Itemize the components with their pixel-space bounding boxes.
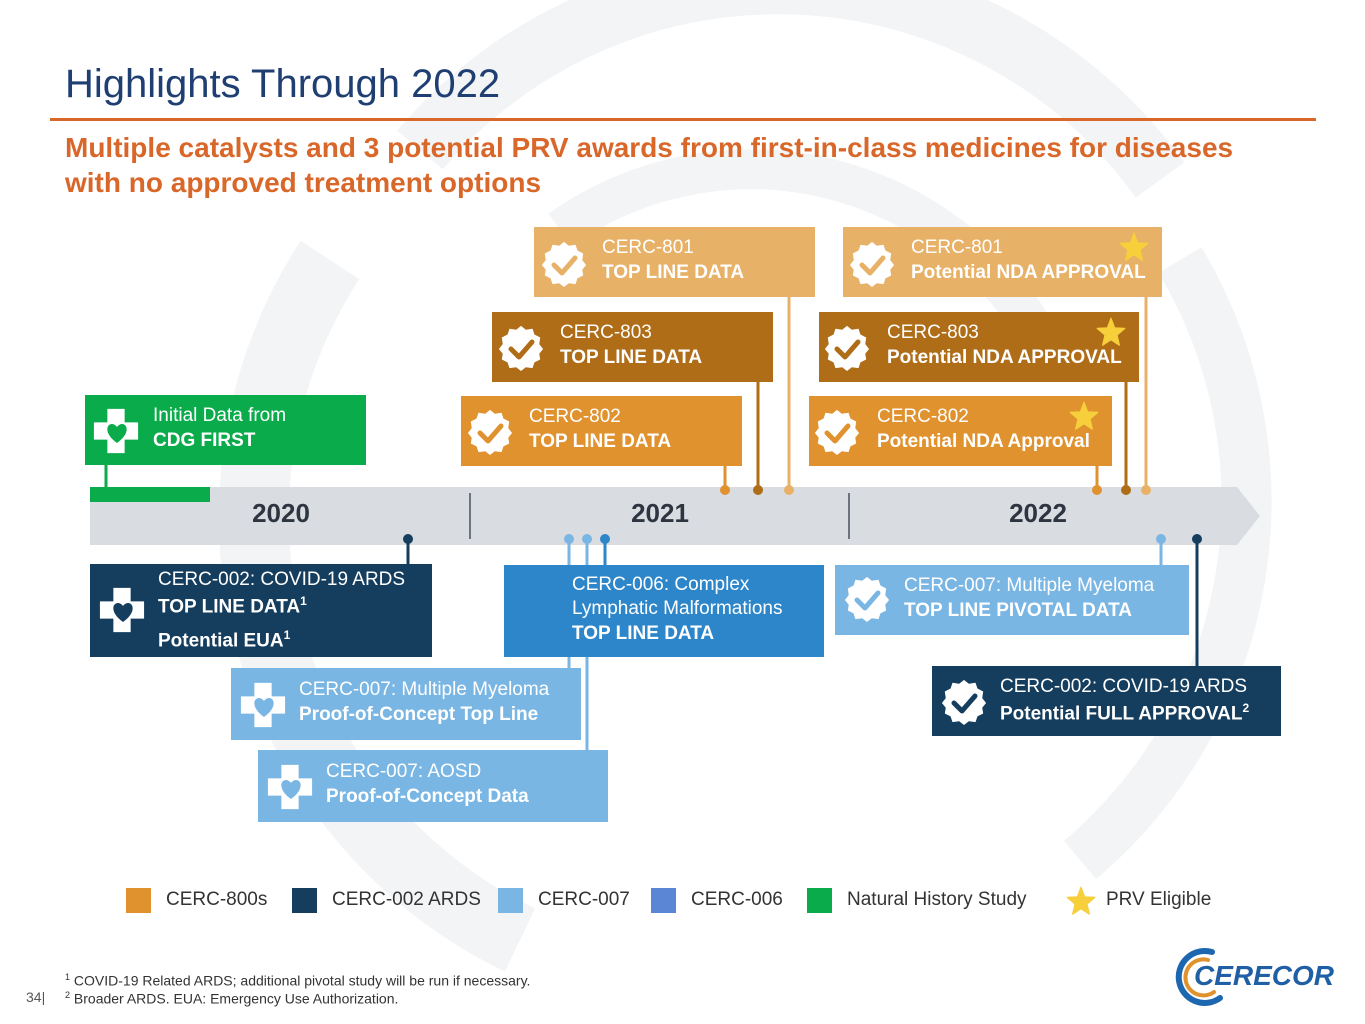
milestone-dot xyxy=(1092,485,1102,495)
milestone-dot xyxy=(582,534,592,544)
event-milestone-label: Potential NDA Approval xyxy=(877,431,1090,452)
event-milestone-label: Proof-of-Concept Data xyxy=(326,786,529,807)
timeline-arrow xyxy=(90,487,1260,545)
page-title: Highlights Through 2022 xyxy=(65,62,501,106)
event-milestone-label: TOP LINE DATA xyxy=(602,262,745,283)
medical-cross-heart-icon xyxy=(266,763,314,811)
event-milestone-label: TOP LINE DATA xyxy=(529,431,672,452)
event-cerc802-top-line: CERC-802 TOP LINE DATA xyxy=(461,396,742,466)
event-drug-label: CERC-801 xyxy=(911,237,1003,258)
milestone-dot xyxy=(1156,534,1166,544)
legend-label: CERC-006 xyxy=(691,889,783,910)
legend-label: CERC-002 ARDS xyxy=(332,889,481,910)
legend-swatch xyxy=(807,888,832,913)
checkmark-badge-icon xyxy=(848,240,896,288)
legend-swatch xyxy=(498,888,523,913)
event-indication-label: Lymphatic Malformations xyxy=(572,598,783,619)
milestone-dot xyxy=(720,485,730,495)
event-drug-label: CERC-002: COVID-19 ARDS xyxy=(158,569,406,590)
milestone-dot xyxy=(1141,485,1151,495)
event-cerc007-mm-pivotal: CERC-007: Multiple Myeloma TOP LINE PIVO… xyxy=(835,565,1189,635)
milestone-dot xyxy=(1192,534,1202,544)
page-number: 34| xyxy=(26,989,46,1005)
event-cdg-first: Initial Data from CDG FIRST xyxy=(85,395,366,465)
legend-label: CERC-007 xyxy=(538,889,630,910)
event-cerc801-nda: CERC-801 Potential NDA APPROVAL xyxy=(843,227,1162,297)
milestone-dot xyxy=(600,534,610,544)
checkmark-badge-icon xyxy=(823,324,871,372)
legend-label: PRV Eligible xyxy=(1106,889,1212,910)
event-milestone-label: TOP LINE PIVOTAL DATA xyxy=(904,600,1133,621)
event-drug-label: CERC-803 xyxy=(560,322,652,343)
event-cerc006: CERC-006: Complex Lymphatic Malformation… xyxy=(504,565,824,657)
star-icon xyxy=(1066,886,1096,916)
event-cerc803-top-line: CERC-803 TOP LINE DATA xyxy=(492,312,773,382)
event-cerc007-aosd: CERC-007: AOSD Proof-of-Concept Data xyxy=(258,750,608,822)
milestone-dot xyxy=(403,534,413,544)
year-label-2022: 2022 xyxy=(1009,498,1067,528)
milestone-dot xyxy=(753,485,763,495)
event-milestone-label: TOP LINE DATA xyxy=(572,623,715,644)
cerecor-logo: CERECOR xyxy=(1172,946,1334,1006)
page-subtitle: Multiple catalysts and 3 potential PRV a… xyxy=(65,132,1234,198)
event-description: Initial Data from xyxy=(153,405,287,426)
legend-label: CERC-800s xyxy=(166,889,268,910)
checkmark-badge-icon xyxy=(466,408,514,456)
event-cerc002-full-approval: CERC-002: COVID-19 ARDS Potential FULL A… xyxy=(932,666,1281,736)
event-milestone-label: TOP LINE DATA xyxy=(560,347,703,368)
star-icon xyxy=(1096,317,1126,347)
checkmark-badge-icon xyxy=(813,408,861,456)
title-divider xyxy=(50,118,1316,121)
year-label-2020: 2020 xyxy=(252,498,310,528)
legend-swatch xyxy=(651,888,676,913)
checkmark-badge-icon xyxy=(497,324,545,372)
medical-cross-heart-icon xyxy=(239,681,287,729)
event-milestone-label: TOP LINE DATA1 xyxy=(158,594,307,618)
event-drug-label: CERC-002: COVID-19 ARDS xyxy=(1000,676,1248,697)
star-icon xyxy=(1069,401,1099,431)
event-cerc802-nda: CERC-802 Potential NDA Approval xyxy=(809,396,1112,466)
event-milestone-label: Potential NDA APPROVAL xyxy=(887,347,1122,368)
event-milestone-label: Potential FULL APPROVAL2 xyxy=(1000,701,1250,725)
event-drug-label: CERC-802 xyxy=(529,406,621,427)
year-label-2021: 2021 xyxy=(631,498,689,528)
checkmark-badge-icon xyxy=(540,240,588,288)
event-drug-label: CERC-006: Complex xyxy=(572,574,750,595)
natural-history-bar xyxy=(90,487,210,502)
medical-cross-heart-icon xyxy=(92,407,140,455)
logo-wordmark: CERECOR xyxy=(1194,960,1335,991)
event-milestone-label: CDG FIRST xyxy=(153,430,256,451)
event-cerc801-top-line: CERC-801 TOP LINE DATA xyxy=(534,227,815,297)
event-drug-label: CERC-007: AOSD xyxy=(326,761,482,782)
milestone-dot xyxy=(1121,485,1131,495)
legend-label: Natural History Study xyxy=(847,889,1027,910)
medical-cross-heart-icon xyxy=(98,586,146,634)
milestone-dot xyxy=(564,534,574,544)
event-drug-label: CERC-803 xyxy=(887,322,979,343)
checkmark-badge-icon xyxy=(843,575,891,623)
legend-swatch xyxy=(126,888,151,913)
event-drug-label: CERC-802 xyxy=(877,406,969,427)
legend-swatch xyxy=(292,888,317,913)
event-secondary-milestone: Potential EUA1 xyxy=(158,628,291,652)
footnote-2: 2 Broader ARDS. EUA: Emergency Use Autho… xyxy=(65,990,399,1007)
event-drug-label: CERC-007: Multiple Myeloma xyxy=(904,575,1155,596)
event-milestone-label: Proof-of-Concept Top Line xyxy=(299,704,539,725)
event-drug-label: CERC-007: Multiple Myeloma xyxy=(299,679,550,700)
milestone-dot xyxy=(784,485,794,495)
logo-swoosh-icon xyxy=(1175,947,1223,1006)
star-icon xyxy=(1119,232,1149,262)
event-cerc803-nda: CERC-803 Potential NDA APPROVAL xyxy=(819,312,1139,382)
event-cerc002-covid: CERC-002: COVID-19 ARDS TOP LINE DATA1 P… xyxy=(90,564,432,657)
event-drug-label: CERC-801 xyxy=(602,237,694,258)
footnote-1: 1 COVID-19 Related ARDS; additional pivo… xyxy=(65,972,531,989)
event-milestone-label: Potential NDA APPROVAL xyxy=(911,262,1146,283)
checkmark-badge-icon xyxy=(940,678,988,726)
event-cerc007-mm-poc: CERC-007: Multiple Myeloma Proof-of-Conc… xyxy=(231,668,581,740)
